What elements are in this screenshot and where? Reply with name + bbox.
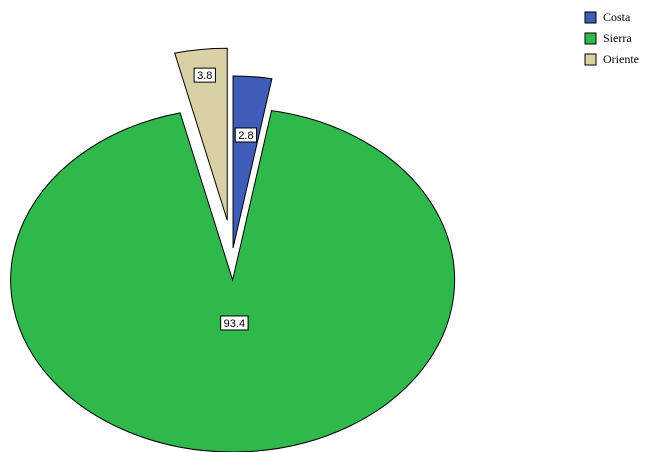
legend-label: Costa	[603, 10, 631, 24]
value-label: 2.8	[234, 127, 258, 143]
value-label-box	[220, 315, 249, 331]
value-label: 3.8	[193, 67, 216, 83]
legend-swatch	[584, 11, 597, 24]
value-label-box	[193, 67, 216, 83]
legend-label: Oriente	[603, 52, 639, 66]
value-label-text: 3.8	[197, 70, 212, 82]
pie-slice	[232, 75, 273, 249]
value-label-box	[234, 127, 258, 143]
value-label-text: 2.8	[238, 130, 253, 142]
pie-slice	[174, 47, 228, 221]
legend-swatch	[584, 32, 597, 45]
value-label-text: 93.4	[224, 318, 245, 330]
legend-label: Sierra	[603, 31, 632, 45]
legend-swatch	[584, 53, 597, 66]
value-label: 93.4	[220, 315, 249, 331]
